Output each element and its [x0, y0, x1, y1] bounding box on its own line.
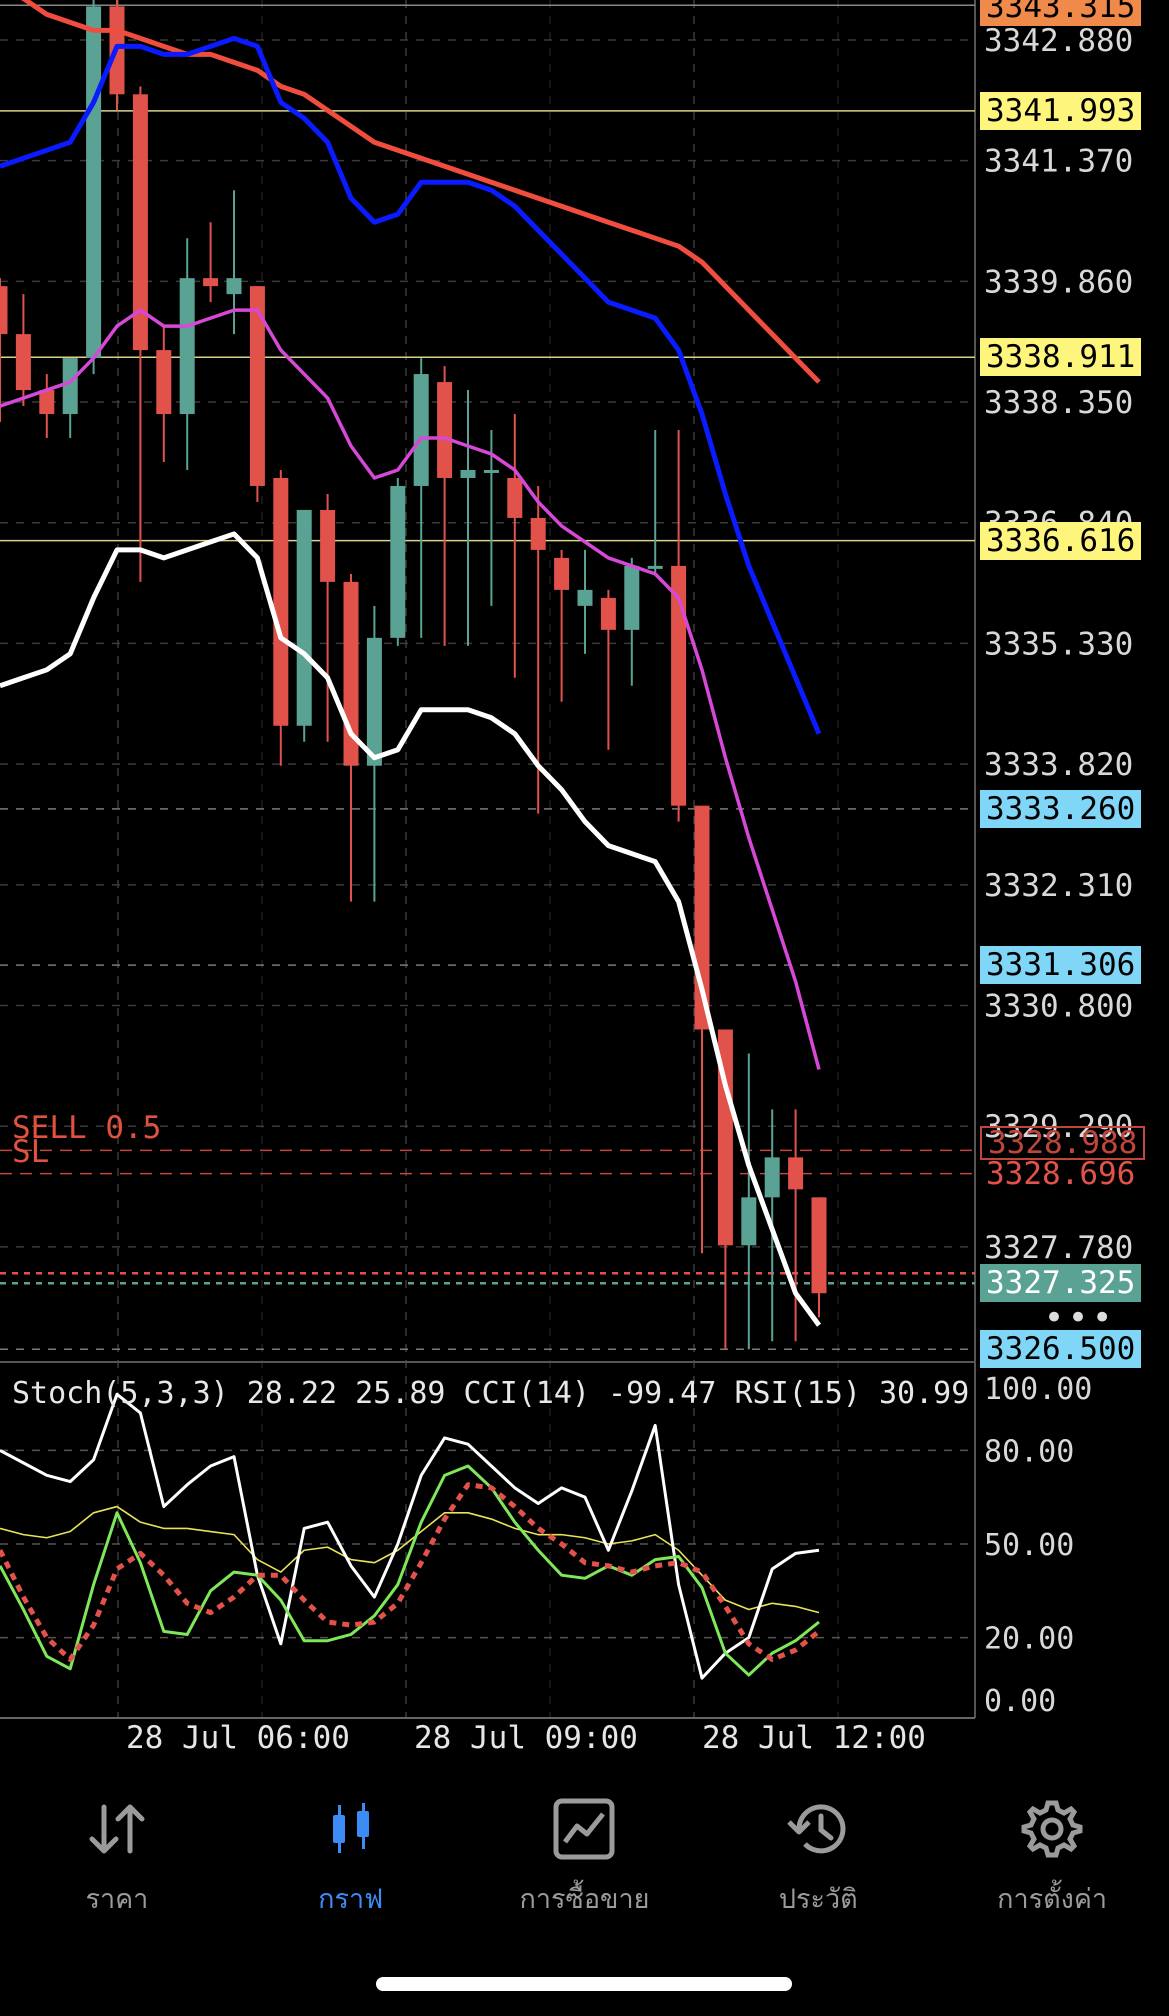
candle-body — [273, 477, 289, 726]
price-tag: 3328.696 — [986, 1155, 1136, 1192]
candle-body — [39, 390, 55, 415]
trade-chart-icon — [549, 1794, 619, 1863]
candle-body — [320, 509, 336, 582]
candle-body — [296, 509, 312, 726]
tab-trade[interactable]: การซื้อขาย — [468, 1780, 702, 1920]
candle-body — [390, 485, 406, 638]
price-axis-label: 3342.880 — [984, 23, 1133, 59]
history-icon — [783, 1794, 853, 1863]
price-axis-label: 3335.330 — [984, 626, 1133, 662]
price-axis-label: 3338.350 — [984, 385, 1133, 421]
ma-white-line — [0, 531, 822, 1327]
ma-magenta-line — [0, 308, 821, 1070]
candles-icon — [316, 1794, 386, 1863]
ma-blue-line — [0, 35, 822, 735]
tab-label: กราฟ — [318, 1884, 384, 1915]
candle-body — [624, 565, 640, 630]
candle-body — [647, 565, 663, 569]
candle-body — [671, 565, 687, 806]
candle-body — [530, 517, 546, 550]
price-tag: 3331.306 — [980, 946, 1142, 985]
candle-body — [554, 557, 570, 590]
candle-body — [366, 637, 382, 766]
tab-label: ราคา — [85, 1884, 149, 1915]
candle-body — [413, 374, 429, 486]
tab-chart[interactable]: กราฟ — [234, 1780, 468, 1920]
sell-order-label[interactable]: SELL 0.5 — [12, 1110, 162, 1146]
candle-body — [717, 1029, 733, 1246]
price-axis-label: 3332.310 — [984, 868, 1133, 904]
time-label: 28 Jul 09:00 — [414, 1720, 638, 1756]
time-label: 28 Jul 06:00 — [126, 1720, 350, 1756]
tab-history[interactable]: ประวัติ — [701, 1780, 935, 1920]
candle-body — [179, 278, 195, 415]
candle-body — [460, 469, 476, 478]
candle-body — [249, 286, 265, 486]
indicator-axis-label: 80.00 — [984, 1434, 1074, 1469]
candle-body — [788, 1157, 804, 1190]
price-axis-label: 3339.860 — [984, 264, 1133, 300]
price-tag: 3327.325 — [980, 1264, 1142, 1303]
price-tag: 3338.911 — [980, 338, 1142, 377]
price-tag: 3333.260 — [980, 789, 1142, 828]
arrows-updown-icon — [82, 1794, 152, 1863]
gear-icon — [1017, 1794, 1087, 1863]
time-label: 28 Jul 12:00 — [702, 1720, 926, 1756]
price-tag: 3326.500 — [980, 1330, 1142, 1369]
candle-body — [86, 6, 102, 359]
candle-body — [132, 94, 148, 351]
home-indicator — [376, 1977, 792, 1991]
candle-body — [62, 358, 78, 415]
candle-body — [577, 589, 593, 606]
indicator-axis-label: 50.00 — [984, 1528, 1074, 1563]
stop-loss-label[interactable]: SL — [12, 1134, 50, 1170]
candle-body — [600, 597, 616, 630]
tab-quotes[interactable]: ราคา — [0, 1780, 234, 1920]
price-chart[interactable]: 3342.8803341.3703339.8603338.3503336.840… — [0, 0, 1169, 1780]
candle-body — [811, 1197, 827, 1294]
indicator-label: Stoch(5,3,3) 28.22 25.89 CCI(14) -99.47 … — [12, 1376, 970, 1411]
more-icon[interactable]: ••• — [1044, 1298, 1117, 1338]
candle-body — [226, 278, 242, 295]
bottom-tab-bar: ราคา กราฟ การซื้อขาย ประวัติ การตั้งค่า — [0, 1780, 1169, 1920]
price-axis-label: 3327.780 — [984, 1230, 1133, 1266]
price-tag: 3328.988 — [980, 1126, 1146, 1161]
candle-body — [0, 286, 8, 335]
tab-settings[interactable]: การตั้งค่า — [935, 1780, 1169, 1920]
price-tag: 3343.315 — [980, 0, 1142, 26]
price-axis-label: 3341.370 — [984, 144, 1133, 180]
candle-body — [156, 350, 172, 415]
tab-label: การซื้อขาย — [519, 1884, 650, 1915]
price-axis-label: 3333.820 — [984, 747, 1133, 783]
candle-body — [764, 1157, 780, 1198]
tab-label: การตั้งค่า — [997, 1884, 1108, 1915]
candle-body — [203, 278, 219, 287]
candle-body — [507, 477, 523, 518]
candle-body — [483, 469, 499, 473]
stoch-d-line — [0, 1482, 821, 1662]
candle-body — [741, 1197, 757, 1246]
ma-red-line — [20, 0, 821, 384]
cci-line — [0, 1392, 820, 1680]
price-tag: 3336.616 — [980, 521, 1142, 560]
indicator-axis-label: 0.00 — [984, 1684, 1056, 1719]
price-axis-label: 3330.800 — [984, 989, 1133, 1025]
indicator-axis-label: 20.00 — [984, 1622, 1074, 1657]
rsi-line — [0, 1505, 820, 1614]
price-tag: 3341.993 — [980, 91, 1142, 130]
candle-body — [15, 334, 31, 391]
candle-body — [437, 382, 453, 478]
indicator-axis-label: 100.00 — [984, 1372, 1092, 1407]
tab-label: ประวัติ — [778, 1884, 858, 1915]
